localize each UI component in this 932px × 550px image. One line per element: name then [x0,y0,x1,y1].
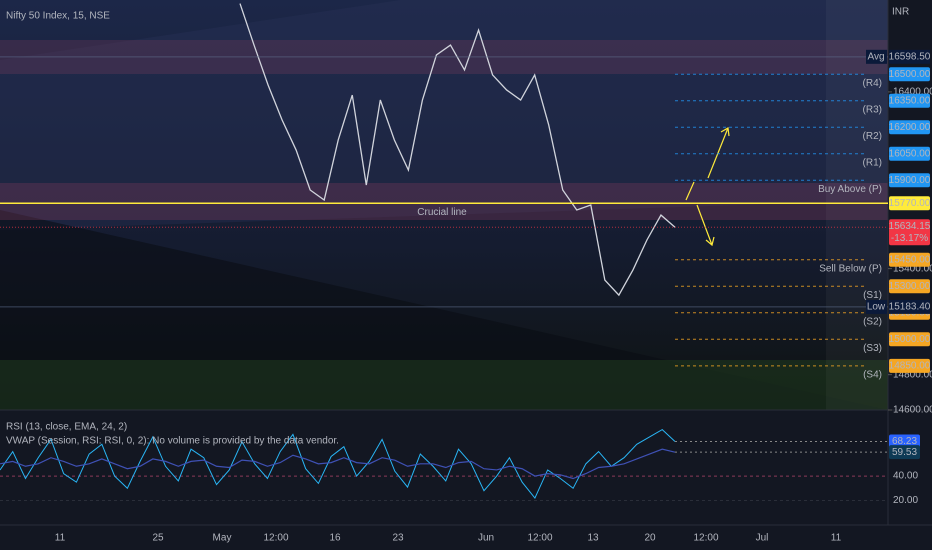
pivot-label: (S3) [863,343,882,354]
price-box [889,67,930,82]
pivot-label: (S2) [863,316,882,327]
time-label: 16 [329,533,341,544]
pivot-label: (R4) [863,78,882,89]
time-label: 13 [587,533,599,544]
low-tag [866,299,887,314]
pivot-label: (S4) [863,369,882,380]
rsi-legend: RSI (13, close, EMA, 24, 2) [6,422,127,433]
price-box [889,93,930,108]
price-box-label: 15450.00 [889,254,931,265]
rsi-line [0,448,676,480]
time-label: 12:00 [693,533,718,544]
price-box [889,173,930,188]
price-box-label: 15770.00 [889,198,931,209]
price-tick-label: 15400.00 [893,263,932,274]
rsi-box-label: 59.53 [892,447,917,458]
crucial-label: Crucial line [417,207,467,218]
price-box-label: 15183.40 [889,302,931,313]
avg-tag [866,49,887,64]
price-box-label: 15000.00 [889,334,931,345]
price-line [239,3,676,297]
crucial-zone [0,183,888,220]
price-box-label: 14850.00 [889,360,931,371]
price-box-label: 15300.00 [889,281,931,292]
price-box [889,252,930,267]
channel-band [0,0,888,230]
price-tick-label: 16400.00 [893,87,932,98]
low-tag-label: Low [867,302,886,313]
pivot-arrow [685,181,695,201]
price-box [889,358,930,373]
price-tick-label: 14600.00 [893,405,932,416]
price-box-label: 16200.00 [889,122,931,133]
time-label: 12:00 [527,533,552,544]
time-label: 23 [392,533,404,544]
price-box-label: 16598.50 [889,51,931,62]
time-label: 25 [152,533,164,544]
currency: INR [892,7,909,18]
price-box-label: 16350.00 [889,95,931,106]
time-label: May [213,533,232,544]
down-arrow [696,204,713,246]
rsi-tick-label: 40.00 [893,471,918,482]
time-label: 12:00 [263,533,288,544]
price-box [889,299,930,314]
price-tick-label: 14800.00 [893,369,932,380]
pivot-label: (S1) [863,290,882,301]
price-box [889,120,930,135]
price-box [889,49,930,64]
price-box [889,279,930,294]
pivot-label: Sell Below (P) [819,263,882,274]
avg-tag-label: Avg [867,51,884,62]
rsi-legend: VWAP (Session, RSI: RSI, 0, 2): No volum… [6,436,339,447]
time-label: 11 [831,533,842,544]
rsi-line [0,428,676,500]
symbol-title: Nifty 50 Index, 15, NSE [6,11,110,22]
scenario-arrows [685,127,730,247]
rsi-tick-label: 20.00 [893,495,918,506]
price-box-label: 15900.00 [889,175,931,186]
pivot-label: (R1) [863,157,882,168]
up-arrow-head [720,127,730,137]
price-box-label: 16500.00 [889,69,931,80]
price-box [889,196,930,211]
rsi-box [889,434,920,449]
pivot-label: Buy Above (P) [818,184,882,195]
pivot-label: (R2) [863,131,882,142]
time-label: 11 [55,533,66,544]
rsi-box-label: 68.23 [892,436,917,447]
last-price-box [889,219,930,246]
down-arrow-head [705,236,715,247]
rsi-box [889,445,920,460]
support-zone [0,360,888,410]
up-arrow [707,127,729,179]
price-box [889,332,930,347]
last-price-label: 15634.15 [889,221,931,232]
time-label: 20 [644,533,656,544]
price-box [889,146,930,161]
price-box-label: 16050.00 [889,148,931,159]
pivot-label: (R3) [863,104,882,115]
last-change-label: -13.17% [891,233,928,244]
future-area [826,0,888,410]
time-label: Jun [478,533,494,544]
time-label: Jul [756,533,769,544]
